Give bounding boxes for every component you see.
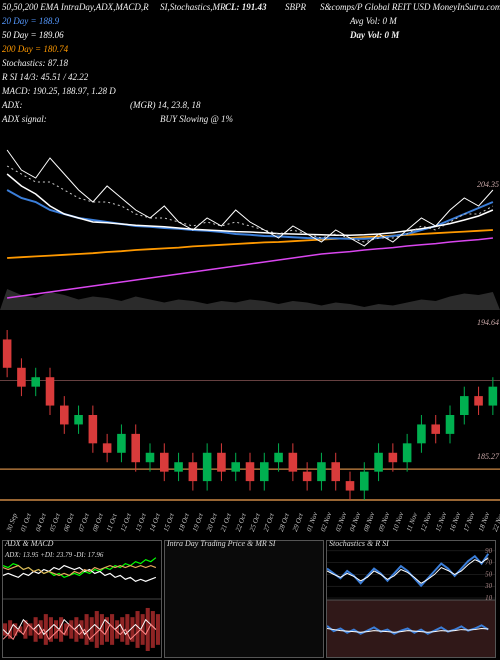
price-label-mid: 194.64 (476, 318, 500, 327)
hdr-avgvol: Avg Vol: 0 M (350, 16, 397, 26)
svg-text:70: 70 (485, 560, 492, 567)
date-tick: 25 Oct (248, 512, 262, 532)
date-tick: 21 Oct (219, 512, 233, 532)
date-axis: 30 Sep01 Oct04 Oct05 Oct06 Oct07 Oct08 O… (0, 510, 500, 538)
hdr-stoch: Stochastics: 87.18 (2, 58, 68, 68)
adx-title: ADX & MACD (5, 539, 53, 548)
hdr-close: CL: 191.43 (225, 2, 267, 12)
svg-text:30: 30 (484, 583, 492, 590)
date-tick: 04 Oct (34, 512, 48, 532)
date-tick: 07 Oct (77, 512, 91, 532)
date-tick: 06 Oct (62, 512, 76, 532)
hdr-adxsig: ADX signal: (2, 114, 47, 124)
hdr-ind2: SI,Stochastics,MR (160, 2, 226, 12)
date-tick: 19 Oct (191, 512, 205, 532)
hdr-adx: ADX: (2, 100, 23, 110)
date-tick: 04 Nov (348, 511, 362, 533)
date-tick: 01 Nov (305, 511, 319, 533)
date-tick: 15 Oct (162, 512, 176, 532)
date-tick: 09 Nov (377, 511, 391, 533)
adx-macd-panel: ADX & MACD ADX: 13.95 +DI: 23.79 -DI: 17… (2, 540, 162, 658)
date-tick: 05 Oct (48, 512, 62, 532)
date-tick: 14 Oct (148, 512, 162, 532)
hdr-macd: MACD: 190.25, 188.97, 1.28 D (2, 86, 116, 96)
date-tick: 03 Nov (334, 511, 348, 533)
date-tick: 16 Nov (448, 511, 462, 533)
date-tick: 15 Nov (434, 511, 448, 533)
date-tick: 01 Oct (19, 512, 33, 532)
date-tick: 18 Nov (477, 511, 491, 533)
date-tick: 10 Nov (391, 511, 405, 533)
date-tick: 28 Oct (277, 512, 291, 532)
date-tick: 11 Nov (405, 512, 419, 533)
hdr-adx-val: (MGR) 14, 23.8, 18 (130, 100, 201, 110)
hdr-dayvol: Day Vol: 0 M (350, 30, 399, 40)
date-tick: 30 Sep (5, 512, 19, 532)
date-tick: 08 Oct (91, 512, 105, 532)
date-tick: 18 Oct (177, 512, 191, 532)
stochastics-panel: Stochastics & R SI 90 70 50 30 10 (326, 540, 496, 658)
date-tick: 11 Oct (105, 513, 119, 533)
date-tick: 29 Oct (291, 512, 305, 532)
date-tick: 20 Oct (205, 512, 219, 532)
date-tick: 08 Nov (362, 511, 376, 533)
date-tick: 12 Nov (419, 511, 433, 533)
main-price-chart: 204.35 194.64 185.27 (0, 130, 500, 510)
chart-header: 50,50,200 EMA IntraDay,ADX,MACD,R SI,Sto… (0, 0, 500, 130)
hdr-ema50: 50 Day = 189.06 (2, 30, 64, 40)
date-tick: 02 Nov (319, 511, 333, 533)
svg-text:10: 10 (485, 595, 492, 602)
adx-subtitle: ADX: 13.95 +DI: 23.79 -DI: 17.96 (5, 551, 103, 559)
intraday-panel: Intra Day Trading Price & MR SI (164, 540, 324, 658)
date-tick: 13 Oct (134, 512, 148, 532)
hdr-adxsig-val: BUY Slowing @ 1% (160, 114, 233, 124)
stoch-title: Stochastics & R SI (329, 539, 389, 548)
intra-title: Intra Day Trading Price & MR SI (167, 539, 275, 548)
price-label-top: 204.35 (476, 180, 500, 189)
hdr-symbol: SBPR (285, 2, 306, 12)
hdr-indicators: 50,50,200 EMA IntraDay,ADX,MACD,R (2, 2, 149, 12)
date-tick: 22 Nov (491, 511, 500, 533)
date-tick: 27 Oct (262, 512, 276, 532)
price-label-bot: 185.27 (476, 452, 500, 461)
date-tick: 17 Nov (462, 511, 476, 533)
svg-text:50: 50 (485, 571, 492, 578)
date-tick: 22 Oct (234, 512, 248, 532)
hdr-ema20: 20 Day = 188.9 (2, 16, 59, 26)
lower-panels: ADX & MACD ADX: 13.95 +DI: 23.79 -DI: 17… (0, 540, 500, 660)
hdr-ema200: 200 Day = 180.74 (2, 44, 68, 54)
svg-text:90: 90 (485, 548, 492, 555)
hdr-rsi: R SI 14/3: 45.51 / 42.22 (2, 72, 88, 82)
date-tick: 12 Oct (119, 512, 133, 532)
hdr-name: S&comps/P Global REIT USD MoneyInSutra.c… (320, 2, 500, 12)
